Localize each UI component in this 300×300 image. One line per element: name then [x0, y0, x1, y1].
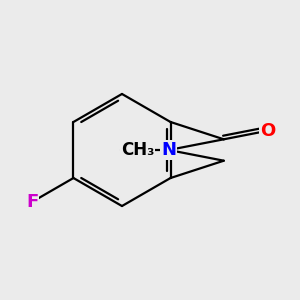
Text: N: N — [161, 141, 176, 159]
Text: O: O — [260, 122, 275, 140]
Text: CH₃: CH₃ — [121, 141, 154, 159]
Text: F: F — [26, 193, 38, 211]
